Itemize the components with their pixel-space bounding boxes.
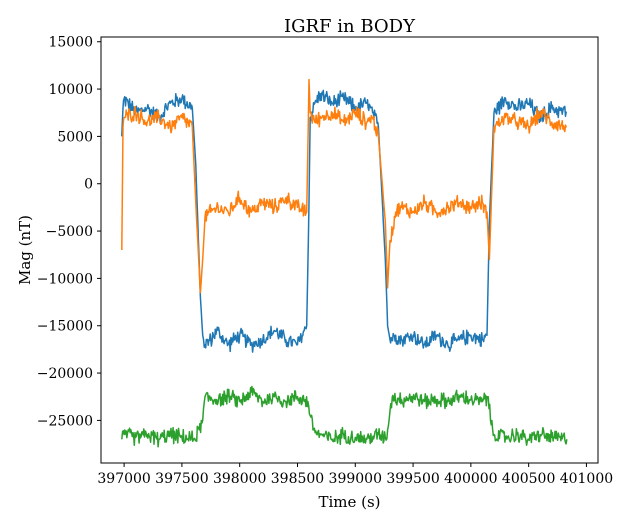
y-tick-label: 10000 [48,82,93,98]
series-line-2 [121,78,567,294]
x-tick-label: 397500 [155,471,208,487]
chart-title: IGRF in BODY [284,16,416,37]
plot-area [121,78,568,448]
x-axis: 397000 397500 398000 398500 399000 399500 4000… [97,463,613,487]
x-tick-label: 399500 [386,471,439,487]
y-axis: 15000 10000 5000 0 −5000 −10000 −15000 −20000 −2… [37,35,101,429]
y-tick-label: −25000 [37,413,93,429]
plot-frame [100,36,599,464]
y-tick-label: 0 [84,177,93,193]
series-line-1 [121,89,568,353]
y-tick-label: −5000 [46,224,93,240]
x-tick-label: 398000 [213,471,266,487]
x-tick-label: 401000 [560,471,613,487]
x-tick-label: 397000 [97,471,150,487]
y-tick-label: 5000 [57,129,93,145]
y-axis-label: Mag (nT) [16,215,34,285]
x-axis-label: Time (s) [318,493,380,511]
y-tick-label: −10000 [37,271,93,287]
x-tick-label: 398500 [271,471,324,487]
y-tick-label: −20000 [37,366,93,382]
y-tick-label: 15000 [48,35,93,51]
series-line-3 [121,385,568,448]
y-tick-label: −15000 [37,319,93,335]
x-tick-label: 400000 [444,471,497,487]
x-tick-label: 399000 [329,471,382,487]
x-tick-label: 400500 [502,471,555,487]
